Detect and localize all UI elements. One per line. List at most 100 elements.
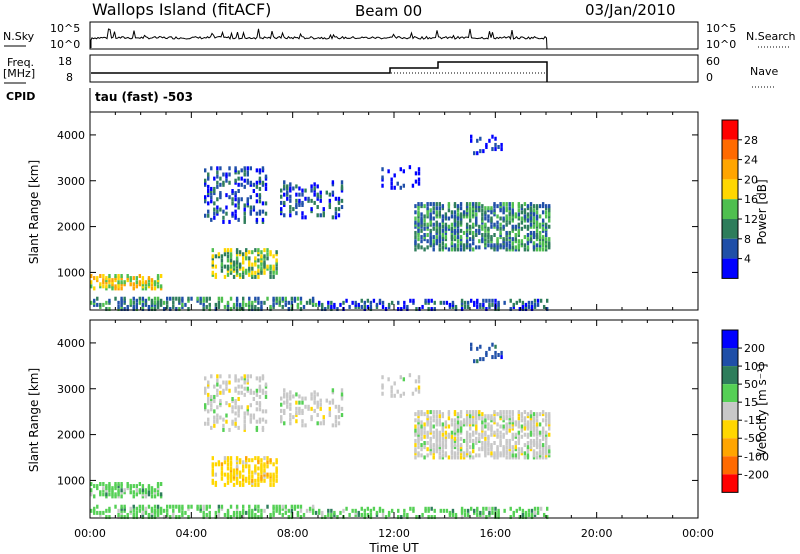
velocity-cell [117, 490, 120, 495]
velocity-cell [223, 482, 227, 487]
power-cell [459, 202, 463, 207]
velocity-cell [327, 512, 330, 517]
power-cell [426, 245, 429, 250]
velocity-cell [515, 508, 518, 513]
power-cell [252, 205, 256, 210]
cpid-text: tau (fast) -503 [95, 90, 193, 104]
power-cell [505, 237, 508, 242]
velocity-cell [181, 506, 184, 511]
velocity-cell [242, 464, 245, 469]
velocity-cell [444, 424, 448, 429]
velocity-cell [257, 460, 260, 465]
velocity-cell [453, 451, 457, 456]
velocity-cell [225, 401, 228, 406]
velocity-cell [269, 515, 272, 520]
velocity-cell [445, 508, 449, 513]
power-cell [444, 245, 448, 250]
power-cell [499, 230, 502, 235]
velocity-cell [111, 494, 114, 499]
velocity-cell [544, 434, 548, 439]
velocity-cell [465, 447, 469, 452]
velocity-cell [219, 401, 222, 406]
power-cell [261, 219, 265, 224]
velocity-cell [144, 508, 148, 513]
power-cell [456, 216, 460, 221]
velocity-cell [313, 400, 316, 405]
velocity-cell [228, 374, 231, 379]
power-cell [453, 218, 457, 223]
power-cell [217, 300, 221, 305]
power-cell [532, 204, 536, 209]
velocity-cell [102, 486, 105, 491]
power-cell [231, 191, 234, 196]
velocity-cell [99, 510, 102, 515]
noise-panel-frame [89, 21, 699, 50]
velocity-cell [481, 416, 484, 421]
power-cell [246, 201, 249, 206]
velocity-cell [234, 378, 237, 383]
velocity-cell [538, 412, 542, 417]
velocity-cell [523, 451, 527, 456]
power-cell [517, 247, 521, 252]
velocity-cell [266, 504, 269, 509]
velocity-cell [111, 490, 114, 495]
velocity-cell [497, 510, 500, 515]
velocity-cell [333, 512, 336, 517]
velocity-cell [442, 508, 446, 513]
velocity-cell [237, 405, 240, 410]
velocity-cell [475, 420, 478, 425]
power-cell [135, 307, 138, 312]
power-cell [337, 198, 341, 203]
power-cell [538, 235, 542, 240]
velocity-cell [351, 508, 354, 513]
velocity-cell [249, 413, 252, 418]
velocity-cells [90, 342, 551, 520]
power-cell [535, 216, 539, 221]
velocity-cell [147, 490, 151, 495]
velocity-cell [493, 412, 496, 417]
velocity-cell [438, 443, 441, 448]
velocity-cell [453, 428, 457, 433]
velocity-cell [524, 515, 528, 520]
power-cell [429, 208, 432, 213]
power-cell [248, 260, 251, 265]
power-cell [508, 208, 511, 213]
power-cell [484, 243, 487, 248]
power-cell [316, 194, 319, 199]
velocity-cell [252, 413, 256, 418]
power-cell [465, 241, 469, 246]
velocity-cell [254, 468, 257, 473]
velocity-cell [340, 394, 344, 399]
power-cell [499, 243, 502, 248]
velocity-cell [266, 474, 269, 479]
power-cell [280, 207, 283, 212]
power-cell [526, 237, 530, 242]
velocity-cell [248, 512, 251, 517]
velocity-cell [222, 417, 225, 422]
velocity-cell [310, 417, 313, 422]
power-cell [261, 166, 265, 171]
power-cell [226, 302, 230, 307]
velocity-cell [208, 515, 211, 520]
power-cell [414, 216, 417, 221]
power-cell [144, 280, 148, 285]
power-cell [465, 239, 469, 244]
velocity-cell [496, 422, 499, 427]
velocity-cell [481, 434, 484, 439]
power-cell [520, 226, 524, 231]
velocity-cell [223, 512, 227, 517]
power-cell [438, 226, 441, 231]
velocity-cell [226, 458, 230, 463]
velocity-cell [211, 462, 214, 467]
velocity-cell [441, 449, 445, 454]
power-cell [475, 206, 478, 211]
velocity-cell [243, 392, 246, 397]
velocity-cell [207, 380, 210, 385]
power-cell [181, 304, 184, 309]
velocity-cell [487, 414, 490, 419]
power-cell [420, 222, 423, 227]
velocity-cell [444, 445, 448, 450]
velocity-cell [254, 456, 257, 461]
power-cell [465, 245, 469, 250]
velocity-cell [310, 415, 313, 420]
